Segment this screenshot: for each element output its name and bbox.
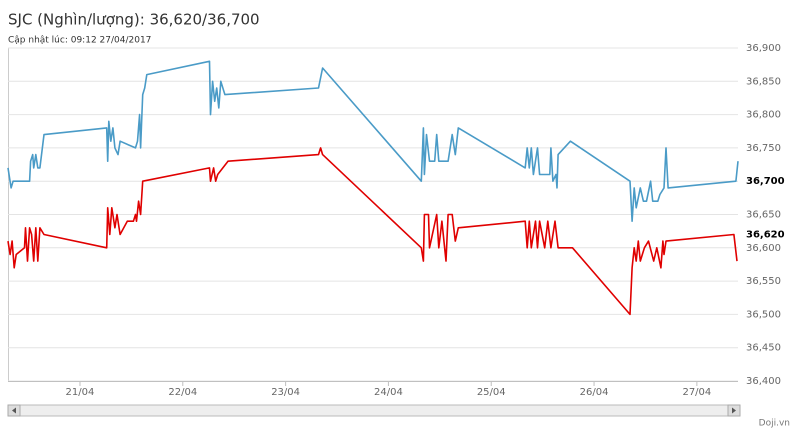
current-label: 36,620 bbox=[746, 229, 785, 240]
chart-subtitle: Cập nhật lúc: 09:12 27/04/2017 bbox=[8, 36, 151, 46]
current-label: 36,700 bbox=[746, 176, 785, 187]
y-tick-label: 36,400 bbox=[746, 376, 781, 387]
series-line bbox=[7, 147, 738, 316]
x-tick-label: 22/04 bbox=[168, 387, 197, 398]
y-tick-label: 36,650 bbox=[746, 210, 781, 221]
credit: Doji.vn bbox=[759, 419, 790, 429]
y-tick-label: 36,600 bbox=[746, 243, 781, 254]
current-label-bg bbox=[742, 174, 792, 189]
x-tick-label: 23/04 bbox=[271, 387, 300, 398]
y-tick-label: 36,500 bbox=[746, 309, 781, 320]
x-tick-label: 21/04 bbox=[66, 387, 95, 398]
y-tick-label: 36,750 bbox=[746, 143, 781, 154]
y-tick-label: 36,900 bbox=[746, 43, 781, 54]
y-tick-label: 36,550 bbox=[746, 276, 781, 287]
y-tick-label: 36,800 bbox=[746, 110, 781, 121]
x-tick-label: 24/04 bbox=[374, 387, 403, 398]
series-line bbox=[7, 60, 739, 222]
x-tick-label: 25/04 bbox=[477, 387, 506, 398]
chart-title: SJC (Nghìn/lượng): 36,620/36,700 bbox=[8, 11, 260, 29]
current-label-bg bbox=[742, 227, 792, 242]
scroll-track[interactable] bbox=[7, 404, 741, 417]
y-tick-label: 36,450 bbox=[746, 343, 781, 354]
y-tick-label: 36,850 bbox=[746, 76, 781, 87]
scrollbar[interactable] bbox=[7, 404, 741, 417]
x-tick-label: 27/04 bbox=[682, 387, 711, 398]
x-tick-label: 26/04 bbox=[580, 387, 609, 398]
